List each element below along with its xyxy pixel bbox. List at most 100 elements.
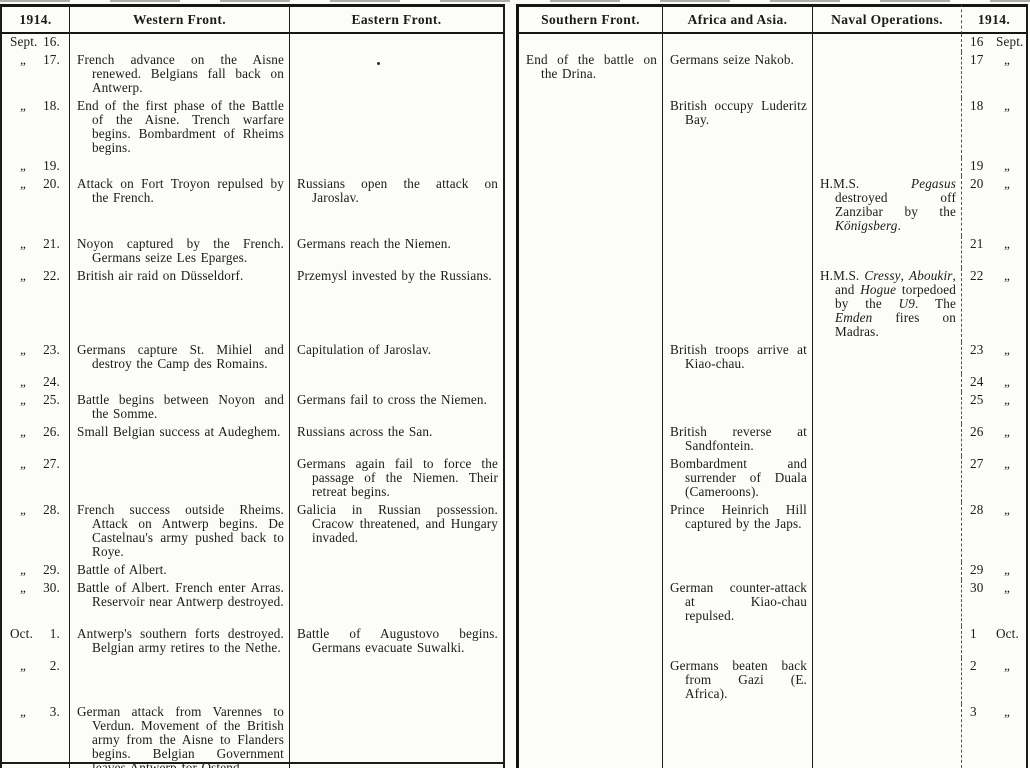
date-day-label: 30 — [970, 580, 984, 595]
naval-operations-cell — [813, 236, 962, 268]
date-month-label: „ — [20, 392, 27, 407]
eastern-front-cell — [290, 158, 505, 176]
southern-front-cell — [516, 34, 663, 52]
eastern-front-header: Eastern Front. — [290, 4, 505, 34]
scan-edge-artifact — [0, 0, 1030, 2]
western-front-cell: Small Belgian success at Audeghem. — [70, 424, 290, 456]
date-month-label: „ — [1004, 342, 1011, 357]
date-cell-left: „ 3. — [0, 704, 70, 768]
southern-front-cell — [516, 268, 663, 342]
eastern-front-cell: Germans reach the Niemen. — [290, 236, 505, 268]
date-cell-left: „ 2. — [0, 658, 70, 704]
naval-operations-cell — [813, 658, 962, 704]
naval-operations-cell — [813, 392, 962, 424]
date-month-label: „ — [1004, 392, 1011, 407]
africa-asia-cell — [663, 268, 813, 342]
date-day-label: 22. — [43, 268, 60, 283]
date-month-label: „ — [1004, 562, 1011, 577]
date-day-label: 2 — [970, 658, 977, 673]
date-month-label: „ — [1004, 580, 1011, 595]
date-cell-right: 19 „ — [962, 158, 1028, 176]
southern-front-cell — [516, 392, 663, 424]
date-month-label: „ — [20, 52, 27, 67]
africa-asia-cell — [663, 236, 813, 268]
date-cell-right: 24 „ — [962, 374, 1028, 392]
southern-front-cell — [516, 562, 663, 580]
date-month-label: „ — [20, 502, 27, 517]
eastern-front-cell: Galicia in Russian possession. Cracow th… — [290, 502, 505, 562]
western-front-cell: Battle of Albert. French enter Arras. Re… — [70, 580, 290, 626]
naval-operations-cell: H.M.S. Cressy, Aboukir, and Hogue torped… — [813, 268, 962, 342]
southern-front-cell — [516, 158, 663, 176]
date-day-label: 21 — [970, 236, 984, 251]
date-cell-left: „ 20. — [0, 176, 70, 236]
date-day-label: 21. — [43, 236, 60, 251]
date-cell-right: 16 Sept. — [962, 34, 1028, 52]
western-front-cell: Noyon captured by the French. Germans se… — [70, 236, 290, 268]
western-front-cell: End of the first phase of the Battle of … — [70, 98, 290, 158]
date-month-label: Sept. — [996, 34, 1024, 49]
western-front-cell: Antwerp's southern forts destroyed. Belg… — [70, 626, 290, 658]
date-cell-right: 22 „ — [962, 268, 1028, 342]
date-cell-left: „ 28. — [0, 502, 70, 562]
southern-front-cell — [516, 176, 663, 236]
date-cell-left: „ 17. — [0, 52, 70, 98]
western-front-cell: Germans capture St. Mihiel and destroy t… — [70, 342, 290, 374]
southern-front-cell — [516, 626, 663, 658]
naval-operations-cell: H.M.S. Pegasus destroyed off Zanzibar by… — [813, 176, 962, 236]
date-day-label: 27. — [43, 456, 60, 471]
date-day-label: 3 — [970, 704, 977, 719]
date-month-label: „ — [20, 268, 27, 283]
africa-asia-cell: Bombardment and surrender of Duala (Came… — [663, 456, 813, 502]
naval-operations-cell — [813, 424, 962, 456]
southern-front-header: Southern Front. — [516, 4, 663, 34]
date-cell-left: Oct. 1. — [0, 626, 70, 658]
date-month-label: „ — [1004, 236, 1011, 251]
eastern-front-cell: Przemysl invested by the Russians. — [290, 268, 505, 342]
naval-operations-cell — [813, 580, 962, 626]
eastern-front-cell: Russians across the San. — [290, 424, 505, 456]
date-month-label: „ — [1004, 158, 1011, 173]
western-front-cell — [70, 456, 290, 502]
date-day-label: 30. — [43, 580, 60, 595]
date-cell-left: „ 18. — [0, 98, 70, 158]
date-cell-left: „ 25. — [0, 392, 70, 424]
date-month-label: „ — [1004, 268, 1011, 283]
date-day-label: 18. — [43, 98, 60, 113]
eastern-front-cell: Russians open the attack on Jaroslav. — [290, 176, 505, 236]
date-month-label: „ — [20, 158, 27, 173]
date-day-label: 28 — [970, 502, 984, 517]
africa-asia-cell: British reverse at Sandfontein. — [663, 424, 813, 456]
eastern-front-cell: Battle of Augustovo begins. Germans evac… — [290, 626, 505, 658]
date-day-label: 20. — [43, 176, 60, 191]
date-month-label: „ — [1004, 52, 1011, 67]
western-front-cell: German attack from Varennes to Verdun. M… — [70, 704, 290, 768]
western-front-cell: French success outside Rheims. Attack on… — [70, 502, 290, 562]
chronology-table: 1914. Western Front. Eastern Front. Sout… — [0, 4, 1028, 768]
date-cell-left: „ 23. — [0, 342, 70, 374]
date-cell-right: 20 „ — [962, 176, 1028, 236]
naval-operations-cell — [813, 456, 962, 502]
date-cell-left: „ 30. — [0, 580, 70, 626]
southern-front-cell — [516, 374, 663, 392]
naval-operations-cell — [813, 704, 962, 768]
western-front-cell: Attack on Fort Troyon repulsed by the Fr… — [70, 176, 290, 236]
western-front-header: Western Front. — [70, 4, 290, 34]
eastern-front-cell — [290, 658, 505, 704]
date-month-label: „ — [20, 704, 27, 719]
date-day-label: 24. — [43, 374, 60, 389]
date-day-label: 22 — [970, 268, 984, 283]
eastern-front-cell: Germans fail to cross the Niemen. — [290, 392, 505, 424]
southern-front-cell — [516, 704, 663, 768]
southern-front-cell — [516, 456, 663, 502]
date-day-label: 3. — [49, 704, 60, 719]
africa-asia-cell — [663, 34, 813, 52]
naval-operations-cell — [813, 52, 962, 98]
date-cell-right: 25 „ — [962, 392, 1028, 424]
date-cell-left: „ 29. — [0, 562, 70, 580]
naval-operations-cell — [813, 562, 962, 580]
eastern-front-cell — [290, 562, 505, 580]
date-month-label: „ — [20, 456, 27, 471]
date-day-label: 26. — [43, 424, 60, 439]
date-month-label: „ — [1004, 98, 1011, 113]
